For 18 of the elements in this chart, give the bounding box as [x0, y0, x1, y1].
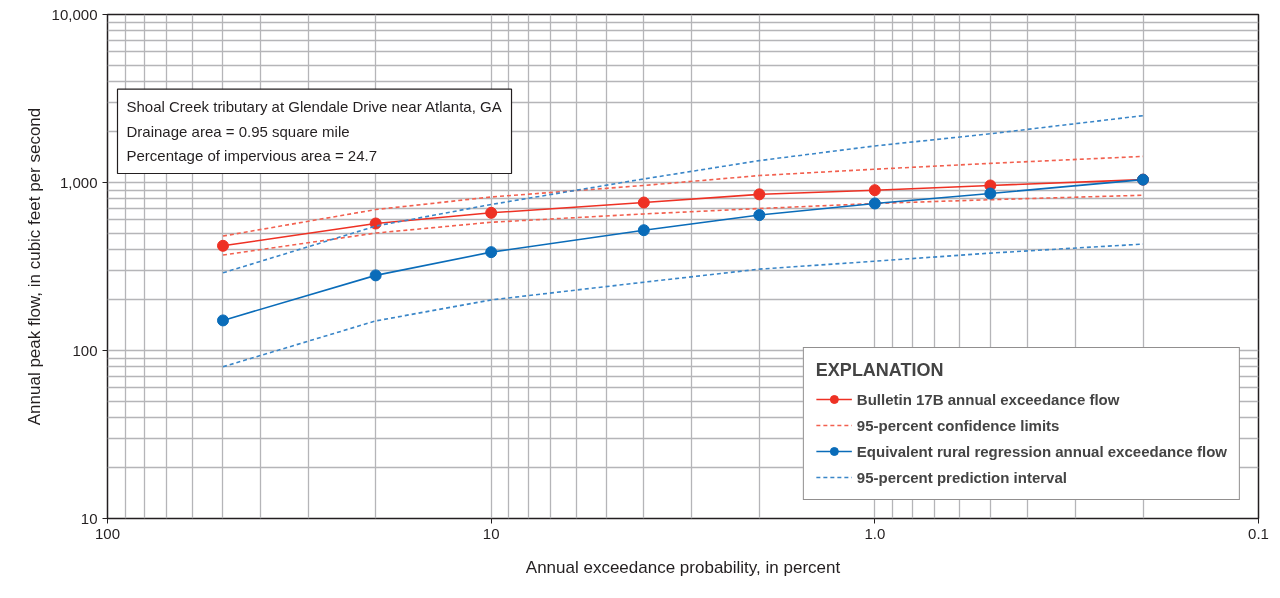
- legend-label: Bulletin 17B annual exceedance flow: [856, 390, 1120, 408]
- legend-label: 95-percent prediction interval: [856, 468, 1067, 486]
- y-tick-label: 100: [72, 341, 98, 359]
- legend-label: Equivalent rural regression annual exceedance flow: [856, 442, 1227, 460]
- y-axis-title: Annual peak flow, in cubic feet per second: [24, 107, 44, 426]
- annotation: Shoal Creek tributary at Glendale Drive near Atlanta, GA: [126, 98, 502, 116]
- x-axis-title: Annual exceedance probability, in percent: [525, 557, 841, 577]
- annotation: Percentage of impervious area = 24.7: [126, 147, 378, 165]
- x-tick-label: 100: [94, 524, 121, 542]
- y-tick-label: 10,000: [51, 5, 98, 23]
- legend-label: 95-percent confidence limits: [856, 416, 1060, 434]
- x-tick-label: 0.1: [1248, 524, 1269, 542]
- x-tick-label: 1.0: [864, 524, 886, 542]
- y-tick-label: 10: [80, 509, 98, 527]
- legend-title: EXPLANATION: [815, 360, 945, 381]
- x-tick-label: 10: [482, 524, 500, 542]
- y-tick-label: 1,000: [59, 173, 98, 191]
- annotation: Drainage area = 0.95 square mile: [126, 122, 350, 140]
